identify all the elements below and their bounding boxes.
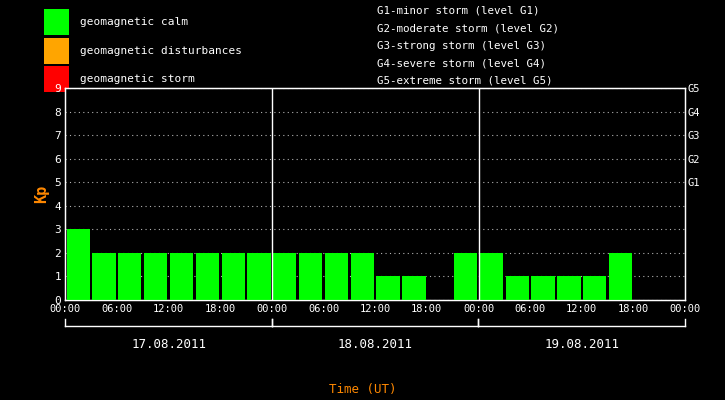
Bar [118,253,141,300]
Text: G4-severe storm (level G4): G4-severe storm (level G4) [377,58,546,68]
Text: 19.08.2011: 19.08.2011 [544,338,619,351]
Text: G3-strong storm (level G3): G3-strong storm (level G3) [377,41,546,51]
Text: geomagnetic disturbances: geomagnetic disturbances [80,46,241,56]
Bar [196,253,219,300]
Text: G5-extreme storm (level G5): G5-extreme storm (level G5) [377,76,552,86]
Bar [247,253,270,300]
Text: G1-minor storm (level G1): G1-minor storm (level G1) [377,6,539,16]
Text: 17.08.2011: 17.08.2011 [131,338,206,351]
FancyBboxPatch shape [44,66,69,92]
Text: G2-moderate storm (level G2): G2-moderate storm (level G2) [377,23,559,33]
Text: Time (UT): Time (UT) [328,383,397,396]
Text: 18.08.2011: 18.08.2011 [338,338,413,351]
Bar [67,229,90,300]
Bar [454,253,477,300]
Bar [531,276,555,300]
Text: geomagnetic calm: geomagnetic calm [80,17,188,27]
Bar [376,276,399,300]
Bar [609,253,632,300]
Bar [558,276,581,300]
Bar [144,253,167,300]
Bar [505,276,529,300]
Bar [222,253,245,300]
Bar [325,253,348,300]
Bar [480,253,503,300]
Bar [299,253,322,300]
Bar [170,253,193,300]
FancyBboxPatch shape [44,38,69,64]
Text: geomagnetic storm: geomagnetic storm [80,74,194,84]
Bar [351,253,374,300]
Bar [92,253,115,300]
Bar [583,276,606,300]
FancyBboxPatch shape [44,9,69,35]
Y-axis label: Kp: Kp [34,185,49,203]
Bar [273,253,297,300]
Bar [402,276,426,300]
